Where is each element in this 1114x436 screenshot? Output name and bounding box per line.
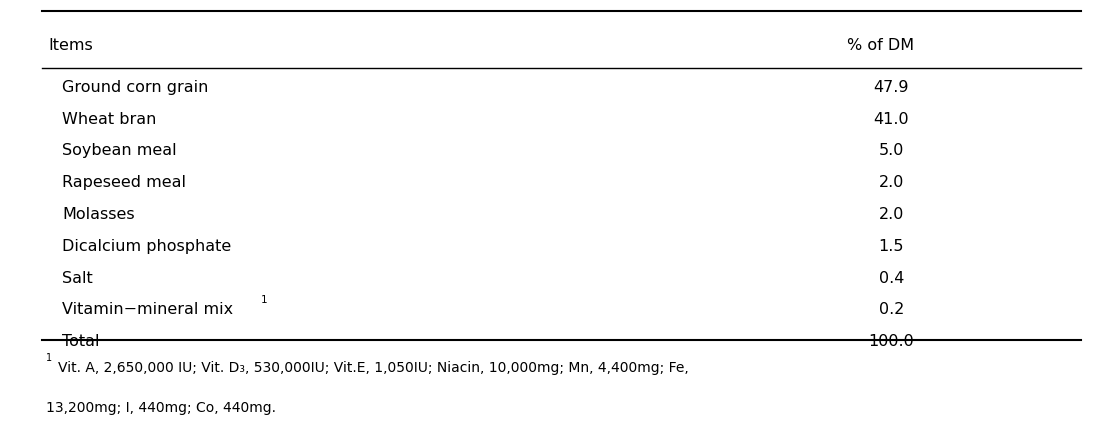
- Text: 0.4: 0.4: [879, 271, 903, 286]
- Text: 13,200mg; I, 440mg; Co, 440mg.: 13,200mg; I, 440mg; Co, 440mg.: [46, 401, 275, 415]
- Text: 0.2: 0.2: [879, 303, 903, 317]
- Text: Salt: Salt: [62, 271, 94, 286]
- Text: Dicalcium phosphate: Dicalcium phosphate: [62, 239, 232, 254]
- Text: 1: 1: [261, 296, 267, 305]
- Text: 47.9: 47.9: [873, 80, 909, 95]
- Text: Wheat bran: Wheat bran: [62, 112, 157, 126]
- Text: 2.0: 2.0: [879, 175, 903, 190]
- Text: 100.0: 100.0: [868, 334, 915, 349]
- Text: Molasses: Molasses: [62, 207, 135, 222]
- Text: 5.0: 5.0: [879, 143, 903, 158]
- Text: 2.0: 2.0: [879, 207, 903, 222]
- Text: 1: 1: [46, 353, 51, 362]
- Text: % of DM: % of DM: [847, 38, 913, 53]
- Text: 41.0: 41.0: [873, 112, 909, 126]
- Text: Vitamin−mineral mix: Vitamin−mineral mix: [62, 303, 234, 317]
- Text: Ground corn grain: Ground corn grain: [62, 80, 208, 95]
- Text: Soybean meal: Soybean meal: [62, 143, 177, 158]
- Text: Total: Total: [62, 334, 100, 349]
- Text: Items: Items: [48, 38, 92, 53]
- Text: Vit. A, 2,650,000 IU; Vit. D₃, 530,000IU; Vit.E, 1,050IU; Niacin, 10,000mg; Mn, : Vit. A, 2,650,000 IU; Vit. D₃, 530,000IU…: [58, 361, 688, 375]
- Text: Rapeseed meal: Rapeseed meal: [62, 175, 186, 190]
- Text: 1.5: 1.5: [879, 239, 903, 254]
